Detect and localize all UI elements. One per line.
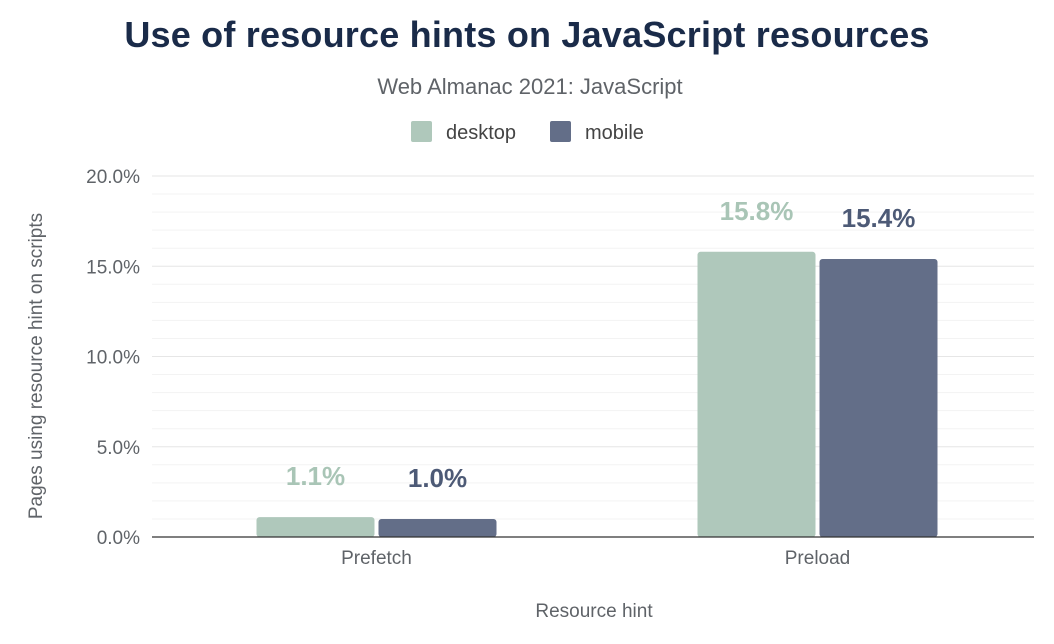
y-axis-title: Pages using resource hint on scripts (26, 213, 47, 519)
y-tick-label: 15.0% (86, 257, 140, 278)
y-tick-label: 10.0% (86, 348, 140, 369)
y-tick-label: 0.0% (97, 528, 140, 549)
chart-title: Use of resource hints on JavaScript reso… (124, 14, 930, 55)
x-tick-label: Preload (785, 548, 851, 569)
y-tick-label: 5.0% (97, 438, 140, 459)
bar-desktop-preload (697, 251, 816, 537)
legend-label-mobile: mobile (585, 122, 644, 144)
bar-mobile-preload (819, 259, 938, 537)
data-labels: 1.1% 1.0% 15.8% 15.4% (286, 196, 916, 493)
bars (256, 251, 938, 537)
legend-label-desktop: desktop (446, 122, 516, 144)
data-label-mobile-preload: 15.4% (842, 203, 916, 233)
legend-swatch-desktop (411, 121, 432, 142)
axes: 0.0% 5.0% 10.0% 15.0% 20.0% Prefetch Preload Re… (26, 167, 1034, 622)
data-label-mobile-prefetch: 1.0% (408, 463, 467, 493)
y-tick-label: 20.0% (86, 167, 140, 188)
legend-swatch-mobile (550, 121, 571, 142)
chart-subtitle: Web Almanac 2021: JavaScript (377, 74, 683, 99)
x-tick-label: Prefetch (341, 548, 412, 569)
bar-desktop-prefetch (256, 517, 375, 537)
data-label-desktop-preload: 15.8% (720, 196, 794, 226)
bar-mobile-prefetch (378, 518, 497, 537)
legend: desktop mobile (411, 121, 644, 144)
data-label-desktop-prefetch: 1.1% (286, 461, 345, 491)
x-axis-title: Resource hint (535, 601, 653, 622)
